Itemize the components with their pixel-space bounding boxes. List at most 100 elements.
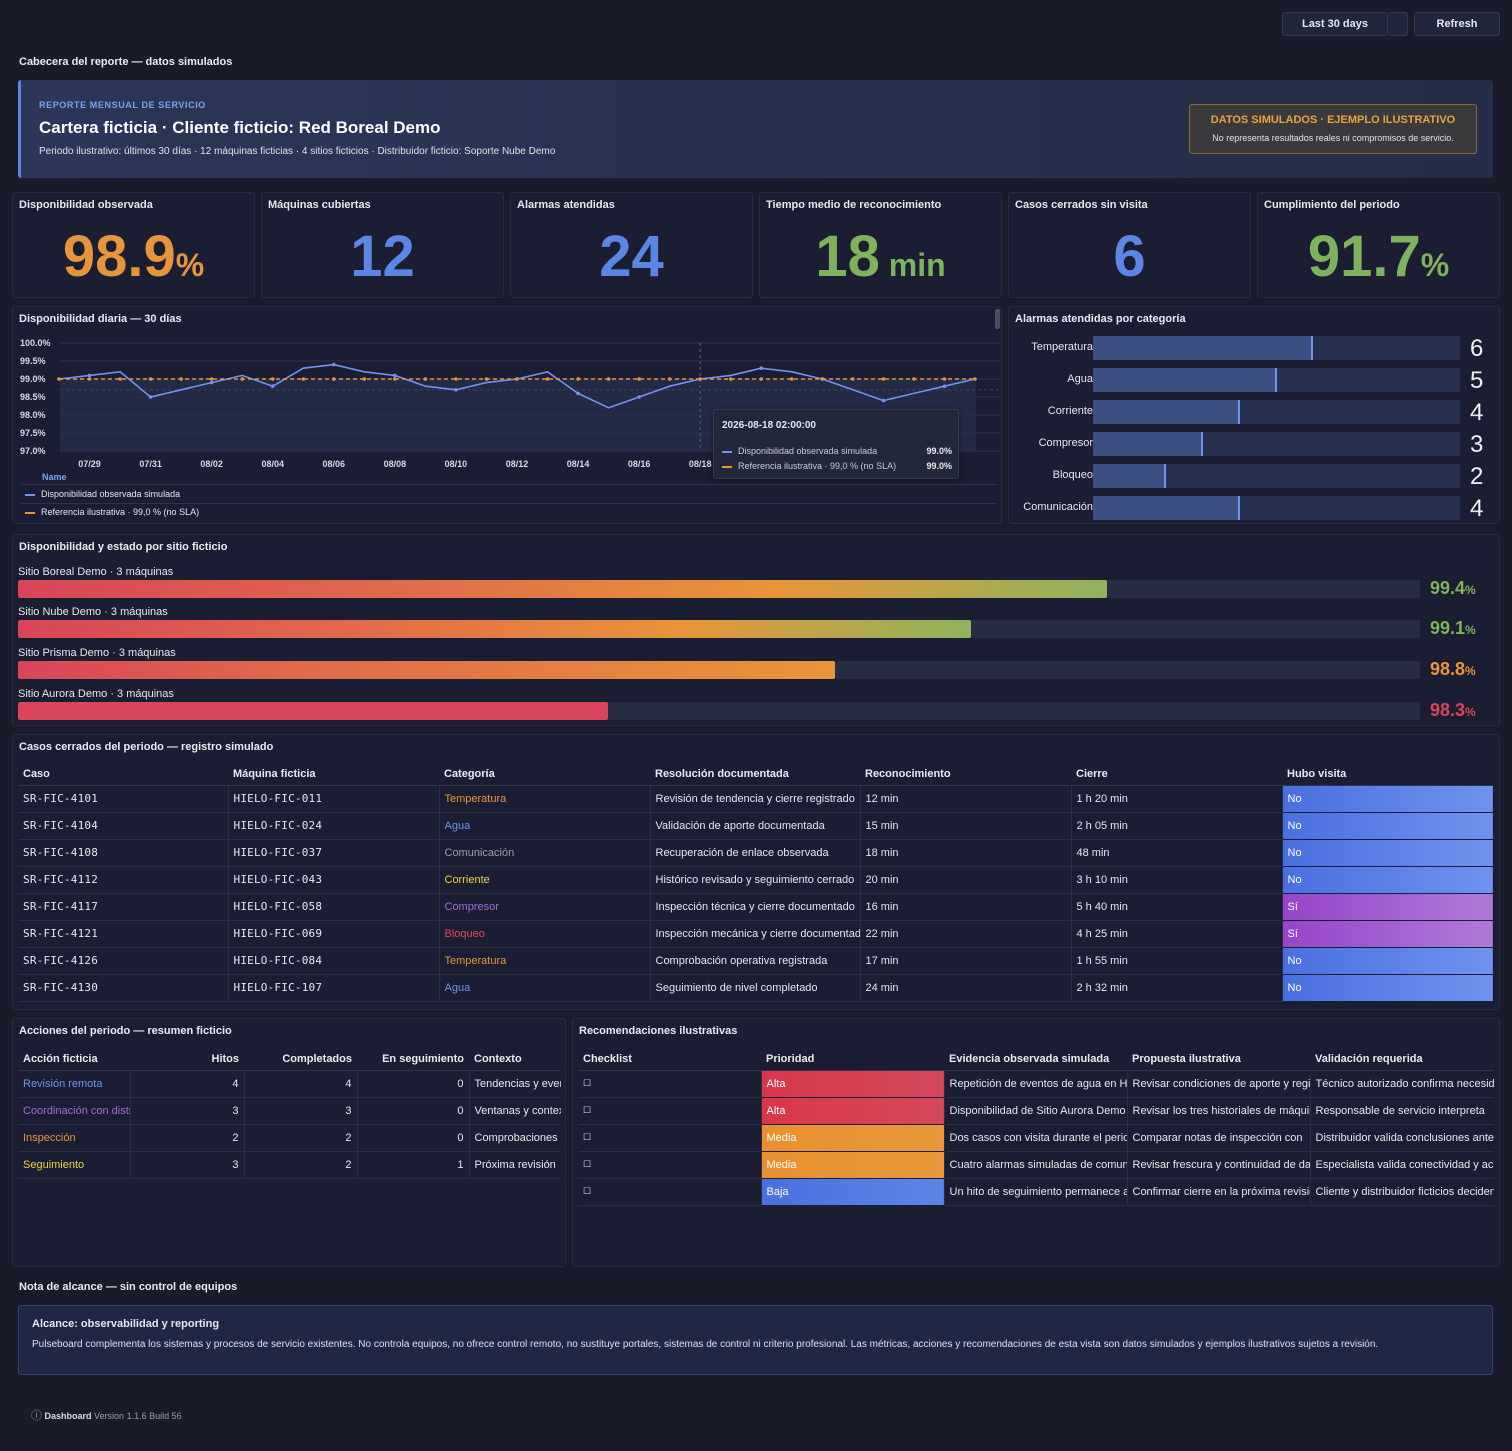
info-icon[interactable]: ⓘ bbox=[31, 1410, 42, 1422]
recommendations-table: Checklist Prioridad Evidencia observada si… bbox=[578, 1048, 1494, 1206]
recommendation-row[interactable]: ☐ Alta Repetición de eventos de agua en Hi… bbox=[578, 1070, 1494, 1098]
case-id: SR-FIC-4112 bbox=[18, 866, 228, 894]
site-bar-track bbox=[18, 661, 1420, 679]
action-row[interactable]: Inspección 2 2 0 Comprobaciones bbox=[18, 1124, 561, 1152]
case-row[interactable]: SR-FIC-4117 HIELO-FIC-058 Compresor Inspecc… bbox=[18, 893, 1493, 921]
rec-column-header[interactable]: Propuesta ilustrativa bbox=[1127, 1048, 1310, 1071]
legend-divider bbox=[21, 484, 997, 485]
case-row[interactable]: SR-FIC-4121 HIELO-FIC-069 Bloqueo Inspecció… bbox=[18, 920, 1493, 948]
refresh-button[interactable]: Refresh bbox=[1414, 12, 1500, 36]
recommendation-row[interactable]: ☐ Alta Disponibilidad de Sitio Aurora Demo… bbox=[578, 1097, 1494, 1125]
actions-column-header[interactable]: Completados bbox=[244, 1048, 357, 1071]
case-machine: HIELO-FIC-024 bbox=[227, 812, 439, 840]
banner-eyebrow: REPORTE MENSUAL DE SERVICIO bbox=[39, 100, 206, 110]
case-row[interactable]: SR-FIC-4126 HIELO-FIC-084 Temperatura Compr… bbox=[18, 947, 1493, 975]
kpi-title: Alarmas atendidas bbox=[517, 199, 615, 211]
case-category: Corriente bbox=[438, 866, 650, 894]
tooltip-solid-swatch bbox=[722, 451, 732, 453]
scope-note: Alcance: observabilidad y reporting Puls… bbox=[18, 1305, 1493, 1375]
case-id: SR-FIC-4126 bbox=[18, 947, 228, 975]
kpi-card: Tiempo medio de reconocimiento 18 min bbox=[759, 192, 1002, 298]
case-row[interactable]: SR-FIC-4104 HIELO-FIC-024 Agua Validación d… bbox=[18, 812, 1493, 840]
site-value-number: 98.3 bbox=[1430, 700, 1466, 720]
rec-column-header[interactable]: Prioridad bbox=[761, 1048, 944, 1071]
actions-table: Acción ficticia Hitos Completados En seguim… bbox=[18, 1048, 561, 1179]
action-done: 2 bbox=[243, 1151, 357, 1179]
cases-column-header[interactable]: Máquina ficticia bbox=[228, 763, 439, 786]
x-tick-label: 08/12 bbox=[506, 459, 529, 469]
rec-column-header[interactable]: Evidencia observada simulada bbox=[944, 1048, 1127, 1071]
cases-column-header[interactable]: Categoría bbox=[439, 763, 650, 786]
action-row[interactable]: Coordinación con distribuidor330Ventanas… bbox=[18, 1097, 561, 1125]
rec-validation: Técnico autorizado confirma necesidad bbox=[1309, 1070, 1494, 1098]
category-value: 6 bbox=[1470, 335, 1484, 362]
category-label: Bloqueo bbox=[1052, 469, 1093, 481]
case-row[interactable]: SR-FIC-4130 HIELO-FIC-107 Agua Seguimiento … bbox=[18, 974, 1493, 1002]
actions-column-header[interactable]: Contexto bbox=[469, 1048, 561, 1071]
tooltip-dashed-swatch bbox=[722, 466, 732, 468]
y-tick-label: 97.0% bbox=[20, 446, 46, 456]
reference-point bbox=[57, 377, 61, 381]
alarms-by-category-title: Alarmas atendidas por categoría bbox=[1015, 313, 1186, 325]
case-row[interactable]: SR-FIC-4108 HIELO-FIC-037 Comunicación Recu… bbox=[18, 839, 1493, 867]
panel-scrollbar[interactable] bbox=[995, 309, 1000, 329]
case-row[interactable]: SR-FIC-4101 HIELO-FIC-011 Temperatura Revis… bbox=[18, 785, 1493, 813]
site-bar-track bbox=[18, 620, 1420, 638]
daily-availability-title: Disponibilidad diaria — 30 días bbox=[19, 313, 182, 325]
checklist-checkbox[interactable]: ☐ bbox=[578, 1178, 761, 1206]
category-bar bbox=[1093, 464, 1167, 488]
rec-priority: Baja bbox=[760, 1178, 944, 1206]
rec-priority: Media bbox=[760, 1151, 944, 1179]
banner-subtitle: Periodo ilustrativo: últimos 30 días · 1… bbox=[39, 146, 556, 157]
kpi-value: 12 bbox=[262, 225, 503, 289]
actions-title: Acciones del periodo — resumen ficticio bbox=[19, 1025, 232, 1037]
reference-point bbox=[209, 377, 214, 381]
site-value: 99.1% bbox=[1430, 618, 1476, 639]
action-hitos: 2 bbox=[129, 1124, 244, 1152]
case-resolution: Comprobación operativa registrada bbox=[649, 947, 860, 975]
actions-column-header[interactable]: En seguimiento bbox=[357, 1048, 469, 1071]
case-resolution: Seguimiento de nivel completado bbox=[649, 974, 860, 1002]
checklist-checkbox[interactable]: ☐ bbox=[578, 1124, 761, 1152]
reference-point bbox=[881, 377, 886, 381]
recommendation-row[interactable]: ☐ Media Dos casos con visita durante el pe… bbox=[578, 1124, 1494, 1152]
site-label: Sitio Boreal Demo · 3 máquinas bbox=[18, 566, 174, 578]
legend-divider-2 bbox=[21, 503, 997, 504]
kpi-card: Máquinas cubiertas 12 bbox=[261, 192, 504, 298]
case-ack: 17 min bbox=[859, 947, 1071, 975]
action-row[interactable]: Seguimiento 3 2 1 Próxima revisión bbox=[18, 1151, 561, 1179]
time-range-button[interactable]: Last 30 days bbox=[1282, 12, 1388, 36]
category-label: Compresor bbox=[1038, 437, 1093, 449]
checklist-checkbox[interactable]: ☐ bbox=[578, 1097, 761, 1125]
checklist-checkbox[interactable]: ☐ bbox=[578, 1151, 761, 1179]
legend-reference-label: Referencia ilustrativa · 99,0 % (no SLA) bbox=[41, 507, 200, 517]
category-bar-track bbox=[1093, 464, 1460, 488]
cases-column-header[interactable]: Cierre bbox=[1071, 763, 1282, 786]
case-ack: 15 min bbox=[859, 812, 1071, 840]
reference-point bbox=[790, 377, 794, 381]
actions-column-header[interactable]: Acción ficticia bbox=[18, 1048, 130, 1071]
kpi-number: 12 bbox=[350, 224, 415, 289]
checklist-checkbox[interactable]: ☐ bbox=[578, 1070, 761, 1098]
badge-text: No representa resultados reales ni compr… bbox=[1212, 133, 1454, 143]
legend-solid-swatch bbox=[25, 494, 35, 496]
actions-column-header[interactable]: Hitos bbox=[130, 1048, 244, 1071]
cases-column-header[interactable]: Caso bbox=[18, 763, 228, 786]
site-value-unit: % bbox=[1465, 583, 1476, 597]
rec-column-header[interactable]: Validación requerida bbox=[1310, 1048, 1494, 1071]
reference-point bbox=[454, 377, 458, 381]
cases-column-header[interactable]: Hubo visita bbox=[1282, 763, 1493, 786]
footer-app-name[interactable]: Dashboard bbox=[44, 1411, 92, 1421]
rec-column-header[interactable]: Checklist bbox=[578, 1048, 761, 1071]
rec-validation: Responsable de servicio interpreta bbox=[1309, 1097, 1494, 1125]
time-range-chevron[interactable] bbox=[1388, 12, 1408, 36]
cases-column-header[interactable]: Reconocimiento bbox=[860, 763, 1071, 786]
case-row[interactable]: SR-FIC-4112 HIELO-FIC-043 Corriente Históri… bbox=[18, 866, 1493, 894]
cases-column-header[interactable]: Resolución documentada bbox=[650, 763, 860, 786]
category-bar bbox=[1093, 368, 1277, 392]
reference-point bbox=[87, 377, 92, 381]
case-resolution: Histórico revisado y seguimiento cerrado bbox=[649, 866, 860, 894]
